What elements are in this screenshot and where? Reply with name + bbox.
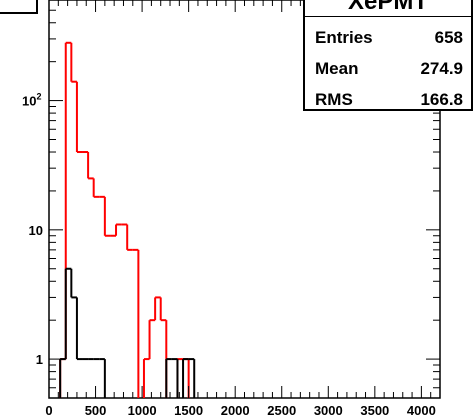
x-axis-labels: 0 500 1000 1500 2000 2500 3000 3500 4000 — [45, 403, 435, 418]
stats-entries-value: 658 — [434, 28, 463, 47]
x-tick-label: 3000 — [314, 403, 343, 418]
x-tick-label: 2000 — [221, 403, 250, 418]
y-axis-labels: 1 10 102 — [22, 92, 43, 368]
stats-mean-label: Mean — [315, 59, 359, 78]
stats-title: XePMT — [305, 0, 471, 17]
histogram-series — [59, 267, 196, 398]
stats-entries-label: Entries — [315, 28, 373, 47]
y-tick-label: 102 — [22, 92, 41, 109]
stats-entries-row: Entries 658 — [305, 22, 471, 53]
stats-rms-label: RMS — [315, 90, 353, 109]
series-layer — [59, 41, 196, 398]
stats-mean-value: 274.9 — [420, 59, 463, 78]
y-tick-label: 10 — [29, 223, 43, 238]
x-tick-label: 3500 — [360, 403, 389, 418]
x-tick-label: 500 — [85, 403, 107, 418]
title-box-fragment — [0, 0, 38, 14]
stats-rms-row: RMS 166.8 — [305, 84, 471, 115]
x-tick-label: 1000 — [128, 403, 157, 418]
x-tick-label: 2500 — [267, 403, 296, 418]
x-tick-label: 0 — [45, 403, 52, 418]
y-tick-label: 1 — [36, 352, 43, 367]
histogram-series — [59, 41, 190, 398]
stats-mean-row: Mean 274.9 — [305, 53, 471, 84]
x-tick-label: 1500 — [174, 403, 203, 418]
stats-rms-value: 166.8 — [420, 90, 463, 109]
stats-box: XePMT Entries 658 Mean 274.9 RMS 166.8 — [303, 0, 473, 111]
x-tick-label: 4000 — [407, 403, 436, 418]
y-axis-ticks — [49, 0, 440, 399]
